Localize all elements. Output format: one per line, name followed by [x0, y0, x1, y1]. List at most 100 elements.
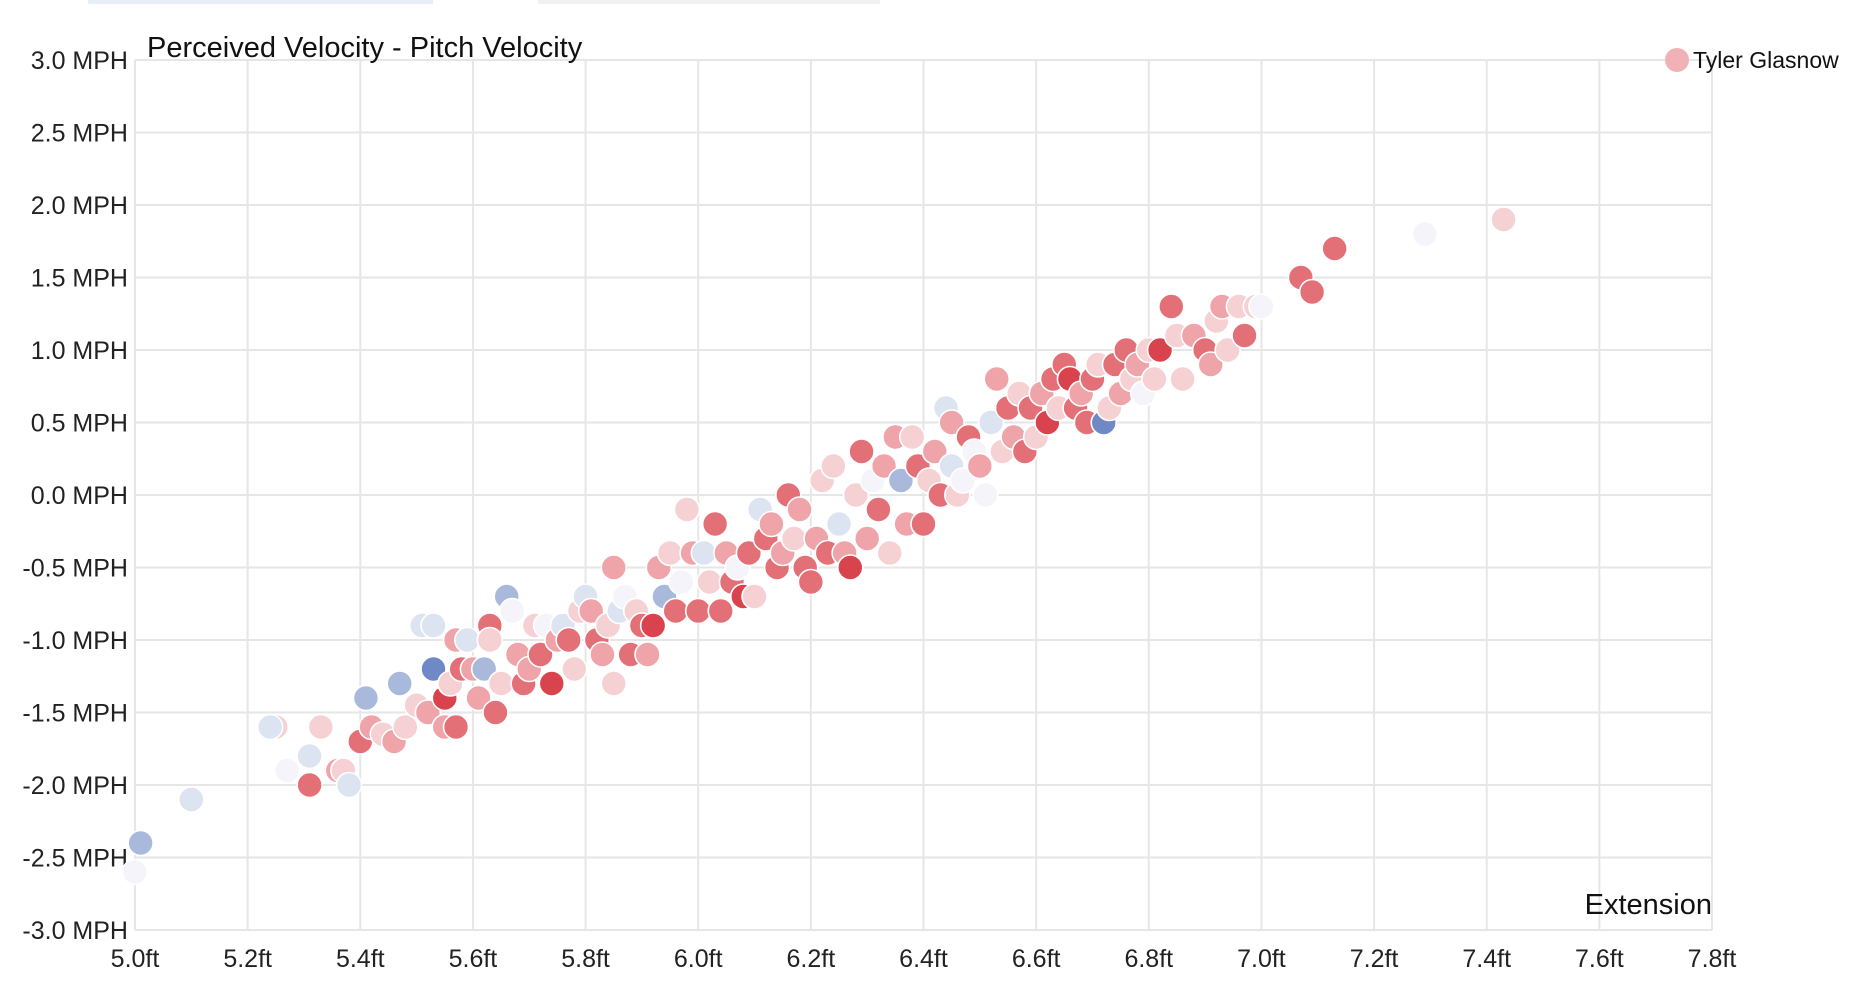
- scatter-point[interactable]: [352, 684, 380, 712]
- scatter-point[interactable]: [273, 757, 301, 784]
- scatter-point[interactable]: [735, 539, 763, 567]
- scatter-point[interactable]: [786, 496, 813, 523]
- legend[interactable]: Tyler Glasnow: [1665, 47, 1839, 73]
- scatter-point[interactable]: [690, 539, 718, 567]
- scatter-point[interactable]: [1158, 293, 1185, 320]
- scatter-point[interactable]: [865, 496, 892, 523]
- scatter-point[interactable]: [662, 597, 689, 625]
- scatter-point[interactable]: [684, 597, 712, 625]
- x-axis-label: Extension: [1585, 889, 1712, 921]
- scatter-point[interactable]: [701, 510, 729, 538]
- y-tick-label: -2.0 MPH: [22, 772, 128, 800]
- scatter-point[interactable]: [600, 554, 628, 581]
- scatter-point[interactable]: [797, 568, 825, 596]
- scatter-point[interactable]: [780, 525, 808, 552]
- scatter-point[interactable]: [673, 496, 701, 523]
- scatter-point[interactable]: [825, 510, 853, 538]
- x-tick-label: 5.2ft: [223, 945, 272, 973]
- scatter-point[interactable]: [527, 641, 554, 668]
- scatter-point[interactable]: [1146, 336, 1174, 364]
- scatter-point[interactable]: [668, 568, 695, 596]
- scatter-point[interactable]: [465, 684, 492, 712]
- scatter-point[interactable]: [870, 452, 898, 480]
- scatter-point[interactable]: [577, 597, 605, 625]
- scatter-point[interactable]: [1298, 278, 1326, 306]
- scatter-point[interactable]: [634, 641, 661, 668]
- scatter-point[interactable]: [1411, 220, 1439, 248]
- scatter-point[interactable]: [887, 467, 915, 494]
- scatter-point[interactable]: [470, 655, 498, 683]
- scatter-point[interactable]: [600, 670, 628, 697]
- top-tab-strip-right: [538, 0, 880, 4]
- scatter-point[interactable]: [910, 510, 937, 538]
- y-tick-label: 0.0 MPH: [31, 482, 128, 510]
- scatter-point[interactable]: [1197, 351, 1225, 378]
- scatter-point[interactable]: [296, 771, 323, 799]
- y-tick-label: 0.5 MPH: [31, 410, 128, 438]
- scatter-point[interactable]: [696, 568, 723, 596]
- scatter-point[interactable]: [499, 597, 526, 625]
- y-tick-label: -3.0 MPH: [22, 917, 128, 945]
- scatter-point[interactable]: [420, 612, 447, 639]
- scatter-point[interactable]: [966, 452, 994, 480]
- scatter-point[interactable]: [983, 365, 1011, 393]
- scatter-point[interactable]: [853, 525, 881, 552]
- scatter-point[interactable]: [848, 438, 875, 465]
- scatter-point[interactable]: [836, 554, 864, 581]
- scatter-point[interactable]: [656, 539, 684, 567]
- scatter-point[interactable]: [741, 583, 768, 610]
- scatter-point[interactable]: [476, 626, 504, 654]
- x-tick-label: 5.0ft: [111, 945, 160, 973]
- scatter-point[interactable]: [1231, 322, 1258, 349]
- x-tick-label: 5.4ft: [336, 945, 385, 973]
- grid-lines: [134, 59, 1713, 931]
- scatter-point[interactable]: [938, 409, 965, 436]
- scatter-point[interactable]: [1169, 365, 1196, 393]
- scatter-point[interactable]: [414, 699, 442, 726]
- x-tick-label: 6.4ft: [899, 945, 948, 973]
- scatter-point[interactable]: [335, 771, 363, 799]
- y-tick-label: 1.0 MPH: [31, 337, 128, 365]
- scatter-point[interactable]: [561, 655, 588, 683]
- scatter-point[interactable]: [707, 597, 735, 625]
- scatter-point[interactable]: [876, 539, 904, 567]
- scatter-point[interactable]: [392, 713, 419, 741]
- scatter-point[interactable]: [820, 452, 847, 480]
- scatter-point[interactable]: [1248, 293, 1275, 320]
- scatter-point[interactable]: [1214, 336, 1241, 364]
- scatter-point[interactable]: [420, 655, 447, 683]
- scatter-point[interactable]: [482, 699, 509, 726]
- scatter-point[interactable]: [127, 829, 154, 857]
- scatter-point[interactable]: [898, 423, 926, 451]
- scatter-point[interactable]: [1321, 235, 1348, 262]
- scatter-point[interactable]: [972, 481, 999, 509]
- scatter-point[interactable]: [842, 481, 870, 509]
- scatter-point[interactable]: [555, 626, 582, 654]
- legend-label: Tyler Glasnow: [1693, 47, 1839, 73]
- scatter-point[interactable]: [121, 858, 149, 886]
- scatter-point[interactable]: [949, 467, 977, 494]
- scatter-point[interactable]: [538, 670, 566, 697]
- scatter-point[interactable]: [589, 641, 616, 668]
- scatter-point[interactable]: [442, 713, 470, 741]
- scatter-point[interactable]: [1141, 365, 1168, 393]
- x-tick-label: 7.4ft: [1462, 945, 1511, 973]
- scatter-point[interactable]: [977, 409, 1005, 436]
- scatter-point[interactable]: [453, 626, 481, 654]
- x-tick-label: 6.2ft: [787, 945, 836, 973]
- scatter-point[interactable]: [921, 438, 949, 465]
- scatter-point[interactable]: [307, 713, 335, 741]
- legend-marker: [1665, 48, 1689, 72]
- scatter-point[interactable]: [256, 713, 284, 741]
- y-tick-label: -2.5 MPH: [22, 845, 128, 873]
- scatter-point[interactable]: [1490, 206, 1517, 233]
- scatter-point[interactable]: [386, 670, 414, 697]
- scatter-point[interactable]: [639, 612, 667, 639]
- scatter-point[interactable]: [178, 786, 205, 813]
- x-tick-label: 7.8ft: [1688, 945, 1737, 973]
- scatter-point[interactable]: [758, 510, 785, 538]
- scatter-point[interactable]: [296, 742, 323, 770]
- x-tick-label: 7.0ft: [1237, 945, 1286, 973]
- scatter-point[interactable]: [487, 670, 515, 697]
- y-tick-label: 2.0 MPH: [31, 192, 128, 220]
